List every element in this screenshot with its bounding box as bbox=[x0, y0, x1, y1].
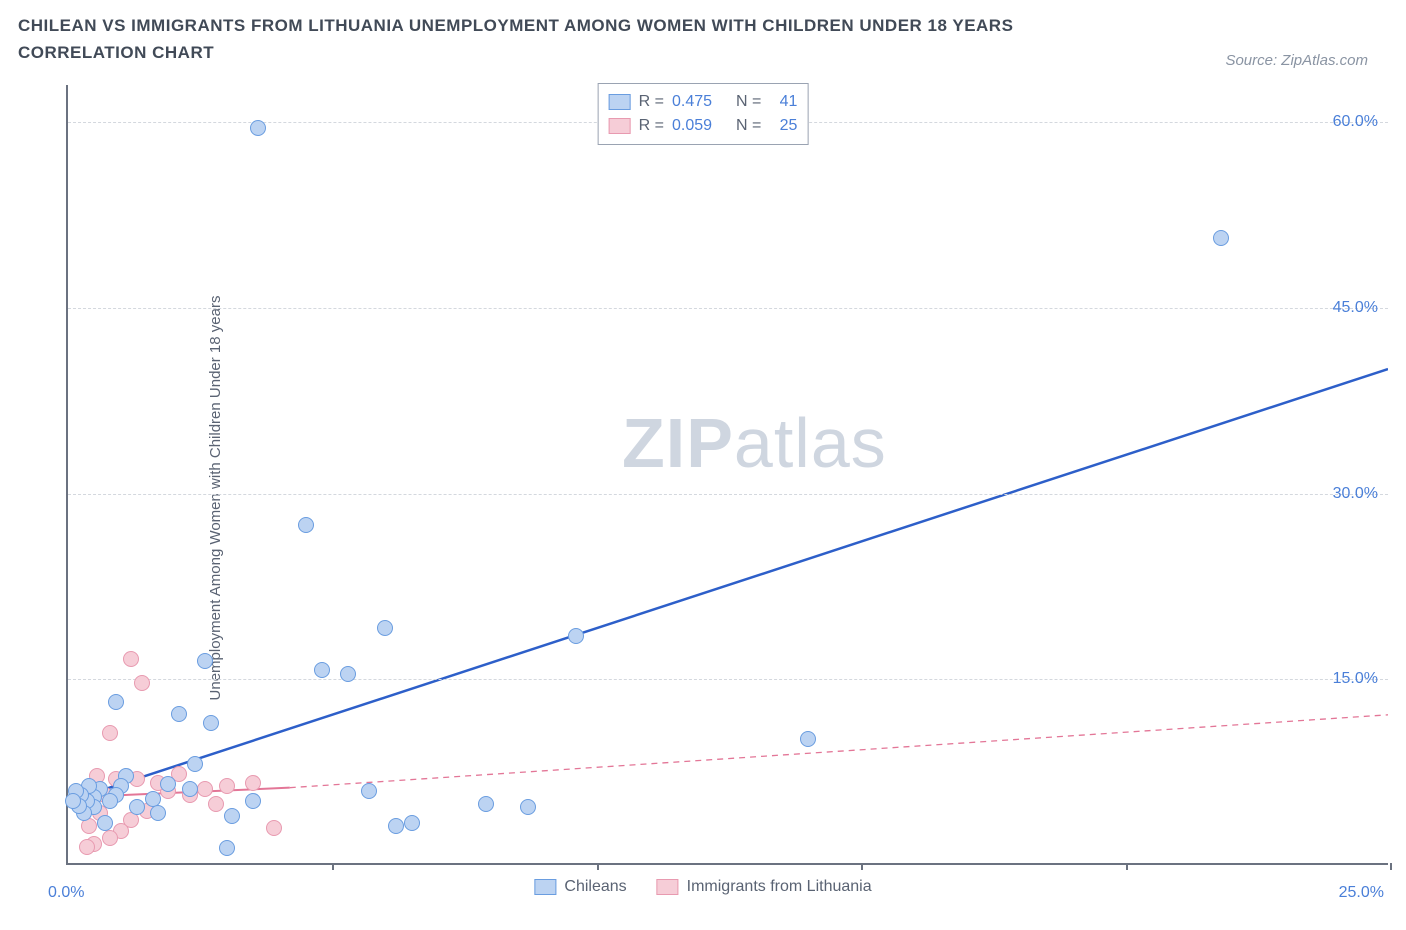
point-chilean bbox=[388, 818, 404, 834]
x-axis-max-label: 25.0% bbox=[1339, 884, 1384, 902]
point-chilean bbox=[568, 628, 584, 644]
point-chilean bbox=[145, 791, 161, 807]
point-lithuania bbox=[134, 675, 150, 691]
trend-lines-layer bbox=[68, 85, 1388, 863]
point-chilean bbox=[224, 808, 240, 824]
y-tick-label: 60.0% bbox=[1333, 113, 1378, 131]
plot-region: ZIPatlas 15.0% 30.0% 45.0% 60.0% bbox=[66, 85, 1388, 865]
n-value: 25 bbox=[769, 114, 797, 138]
r-value: 0.475 bbox=[672, 90, 712, 114]
point-chilean bbox=[314, 662, 330, 678]
point-chilean bbox=[182, 781, 198, 797]
chart-area: Unemployment Among Women with Children U… bbox=[18, 85, 1388, 910]
x-tick-mark bbox=[1390, 863, 1392, 870]
point-chilean bbox=[219, 840, 235, 856]
legend-label: Chileans bbox=[564, 878, 626, 896]
r-label: R = bbox=[639, 90, 664, 114]
chart-title: CHILEAN VS IMMIGRANTS FROM LITHUANIA UNE… bbox=[18, 12, 1118, 66]
point-chilean bbox=[171, 706, 187, 722]
point-chilean bbox=[197, 653, 213, 669]
stats-legend-row: R = 0.475 N = 41 bbox=[609, 90, 798, 114]
n-label: N = bbox=[736, 114, 761, 138]
point-chilean bbox=[250, 120, 266, 136]
series-legend: Chileans Immigrants from Lithuania bbox=[534, 878, 871, 896]
r-label: R = bbox=[639, 114, 664, 138]
point-chilean bbox=[65, 793, 81, 809]
n-label: N = bbox=[736, 90, 761, 114]
point-chilean bbox=[478, 796, 494, 812]
legend-item: Immigrants from Lithuania bbox=[657, 878, 872, 896]
point-lithuania bbox=[266, 820, 282, 836]
point-lithuania bbox=[219, 778, 235, 794]
gridline bbox=[68, 679, 1388, 680]
point-chilean bbox=[203, 715, 219, 731]
point-lithuania bbox=[208, 796, 224, 812]
point-lithuania bbox=[102, 830, 118, 846]
y-tick-label: 45.0% bbox=[1333, 299, 1378, 317]
gridline bbox=[68, 308, 1388, 309]
point-chilean bbox=[361, 783, 377, 799]
x-axis-origin-label: 0.0% bbox=[48, 884, 84, 902]
point-chilean bbox=[129, 799, 145, 815]
gridline bbox=[68, 494, 1388, 495]
n-value: 41 bbox=[769, 90, 797, 114]
point-chilean bbox=[1213, 230, 1229, 246]
x-tick-mark bbox=[1126, 863, 1128, 870]
point-chilean bbox=[340, 666, 356, 682]
point-lithuania bbox=[102, 725, 118, 741]
point-lithuania bbox=[123, 651, 139, 667]
stats-legend: R = 0.475 N = 41 R = 0.059 N = 25 bbox=[598, 83, 809, 145]
point-chilean bbox=[187, 756, 203, 772]
point-chilean bbox=[160, 776, 176, 792]
point-chilean bbox=[245, 793, 261, 809]
point-chilean bbox=[377, 620, 393, 636]
r-value: 0.059 bbox=[672, 114, 712, 138]
point-chilean bbox=[800, 731, 816, 747]
legend-swatch bbox=[609, 94, 631, 110]
watermark: ZIPatlas bbox=[622, 403, 887, 483]
point-chilean bbox=[298, 517, 314, 533]
point-chilean bbox=[150, 805, 166, 821]
x-tick-mark bbox=[861, 863, 863, 870]
legend-item: Chileans bbox=[534, 878, 626, 896]
stats-legend-row: R = 0.059 N = 25 bbox=[609, 114, 798, 138]
y-tick-label: 30.0% bbox=[1333, 485, 1378, 503]
legend-swatch bbox=[609, 118, 631, 134]
legend-swatch bbox=[534, 879, 556, 895]
x-tick-mark bbox=[597, 863, 599, 870]
y-tick-label: 15.0% bbox=[1333, 670, 1378, 688]
point-chilean bbox=[108, 694, 124, 710]
source-attribution: Source: ZipAtlas.com bbox=[1225, 52, 1368, 69]
point-chilean bbox=[404, 815, 420, 831]
point-lithuania bbox=[245, 775, 261, 791]
point-chilean bbox=[520, 799, 536, 815]
point-chilean bbox=[102, 793, 118, 809]
point-lithuania bbox=[197, 781, 213, 797]
x-tick-mark bbox=[332, 863, 334, 870]
legend-label: Immigrants from Lithuania bbox=[687, 878, 872, 896]
legend-swatch bbox=[657, 879, 679, 895]
point-lithuania bbox=[79, 839, 95, 855]
point-chilean bbox=[97, 815, 113, 831]
